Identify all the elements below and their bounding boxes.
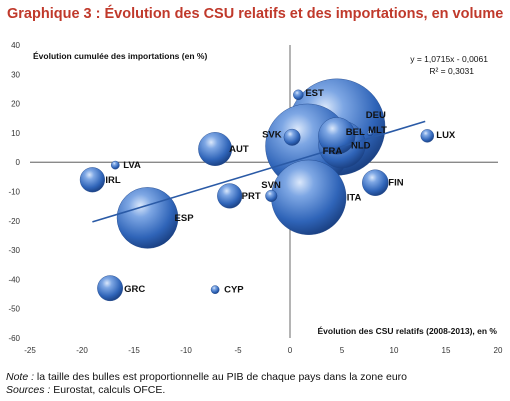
- bubble-lux: [420, 129, 434, 143]
- bubble-fin: [362, 169, 389, 196]
- regression-equation: y = 1,0715x - 0,0061: [410, 54, 488, 64]
- y-tick-label: 10: [11, 129, 20, 138]
- bubble-grc: [97, 275, 123, 302]
- bubble-prt: [217, 183, 243, 209]
- bubble-cyp: [210, 285, 220, 294]
- bubble-label-bel: BEL: [346, 127, 365, 138]
- x-tick-label: -15: [128, 346, 140, 355]
- bubble-label-prt: PRT: [242, 191, 261, 202]
- y-tick-label: -50: [8, 305, 20, 314]
- sources-label: Sources :: [6, 384, 51, 396]
- bubble-chart: -25 -20 -15 -10 -5 0 5 10 15 20-60-50-40-30-20-10…: [8, 41, 503, 355]
- x-tick-label: -5: [234, 346, 242, 355]
- bubble-label-esp: ESP: [175, 213, 195, 224]
- x-tick-label: 5: [340, 346, 345, 355]
- y-tick-label: -40: [8, 275, 20, 284]
- bubble-svk: [283, 128, 301, 146]
- x-tick-label: 15: [442, 346, 451, 355]
- x-tick-label: -20: [76, 346, 88, 355]
- bubble-label-aut: AUT: [229, 144, 249, 155]
- bubbles: [79, 78, 434, 302]
- y-tick-label: 40: [11, 41, 20, 50]
- bubble-label-lux: LUX: [436, 130, 456, 141]
- bubble-irl: [79, 167, 105, 193]
- note-label: Note :: [6, 371, 35, 383]
- chart-title: Graphique 3 : Évolution des CSU relatifs…: [7, 6, 504, 22]
- x-axis-label: Évolution des CSU relatifs (2008-2013), …: [317, 326, 497, 336]
- bubble-label-fin: FIN: [388, 178, 403, 189]
- bubble-label-ita: ITA: [347, 192, 362, 203]
- y-tick-label: -30: [8, 246, 20, 255]
- bubble-label-mlt: MLT: [368, 125, 387, 136]
- bubble-aut: [198, 132, 233, 166]
- y-tick-label: -10: [8, 188, 20, 197]
- bubble-label-lva: LVA: [123, 160, 141, 171]
- y-tick-label: -20: [8, 217, 20, 226]
- bubble-est: [293, 89, 304, 101]
- bubble-label-nld: NLD: [351, 141, 371, 152]
- bubble-label-grc: GRC: [124, 284, 145, 295]
- y-tick-label: 30: [11, 70, 20, 79]
- y-tick-label: 20: [11, 100, 20, 109]
- sources-line: Sources : Eurostat, calculs OFCE.: [6, 384, 407, 397]
- sources-text: Eurostat, calculs OFCE.: [50, 384, 166, 396]
- note-text: la taille des bulles est proportionnelle…: [34, 371, 408, 383]
- bubble-ita: [271, 159, 347, 235]
- y-axis-label: Évolution cumulée des importations (en %…: [33, 51, 207, 61]
- bubble-esp: [116, 187, 179, 249]
- ticks: -25 -20 -15 -10 -5 0 5 10 15 20-60-50-40-30-20-10…: [8, 41, 503, 355]
- y-tick-label: 0: [16, 158, 21, 167]
- bubble-label-svn: SVN: [261, 180, 281, 191]
- bubble-mlt: [366, 129, 374, 137]
- y-tick-label: -60: [8, 334, 20, 343]
- note-line: Note : la taille des bulles est proporti…: [6, 371, 407, 384]
- bubble-label-svk: SVK: [262, 129, 282, 140]
- x-tick-label: -25: [24, 346, 36, 355]
- trend-line: [92, 120, 426, 223]
- x-tick-label: -10: [180, 346, 192, 355]
- bubble-svn: [265, 189, 278, 202]
- x-tick-label: 0: [288, 346, 293, 355]
- bubble-label-fra: FRA: [323, 146, 343, 157]
- x-tick-label: 20: [494, 346, 503, 355]
- bubble-lva: [110, 160, 120, 170]
- bubble-label-cyp: CYP: [224, 285, 244, 296]
- bubble-label-irl: IRL: [105, 175, 121, 186]
- notes: Note : la taille des bulles est proporti…: [6, 371, 407, 397]
- regression-r2: R² = 0,3031: [429, 66, 474, 76]
- x-tick-label: 10: [390, 346, 399, 355]
- bubble-label-deu: DEU: [366, 110, 386, 121]
- bubble-label-est: EST: [305, 88, 324, 99]
